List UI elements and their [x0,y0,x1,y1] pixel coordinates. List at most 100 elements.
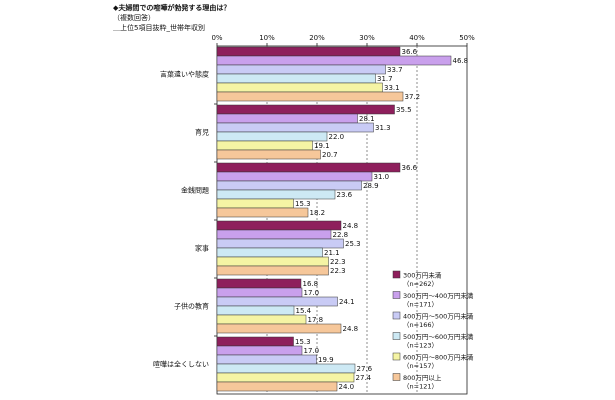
data-label: 24.8 [343,222,359,230]
data-label: 22.3 [330,258,346,266]
data-label: 22.3 [330,267,346,275]
legend-label: 300万円～400万円未満 [403,291,474,300]
bar [216,162,401,173]
bar [216,131,328,142]
x-tick-label: 50% [459,34,475,42]
bar [216,207,309,218]
x-tick-label: 10% [259,34,275,42]
x-tick-label: 30% [359,34,375,42]
data-labels: 36.6 46.8 33.731.733.1 37.2 35.5 28.131.3 22.0… [295,48,468,391]
legend-n: （n=123） [403,342,438,350]
category-label: 喧嘩は全くしない [153,360,209,369]
data-label: 28.9 [363,182,379,190]
data-label: 28.1 [359,115,375,123]
bar [216,140,313,151]
bar [216,55,452,66]
data-label: 27.4 [356,374,372,382]
chart-title: ◆夫婦間での喧嘩が勃発する理由は？ [113,4,231,12]
legend-swatch [392,311,401,320]
bar [216,171,373,182]
bar [216,229,332,240]
legend-swatch [392,352,401,361]
bar [216,104,395,115]
bar [216,189,336,200]
bar [216,296,338,307]
bar [216,64,386,75]
plot-area [214,45,468,395]
bar [216,113,358,124]
legend-swatch [392,291,401,299]
data-label: 22.8 [333,231,349,239]
data-label: 36.6 [402,48,418,56]
data-label: 24.0 [339,383,355,391]
bar [216,314,307,325]
data-label: 17.8 [308,316,324,324]
legend: 300万円未満（n=262） 300万円～400万円未満（n=171） 400万円～… [392,270,474,391]
legend-n: （n=262） [403,280,438,288]
bar [216,345,303,356]
bar [216,287,303,298]
legend-n: （n=166） [403,321,438,329]
data-label: 27.6 [357,365,373,373]
data-label: 17.0 [304,347,320,355]
data-label: 15.3 [295,338,311,346]
x-tick-label: 40% [409,34,425,42]
bar [216,372,355,383]
bar [216,122,374,133]
data-label: 15.4 [296,307,312,315]
bar [216,381,338,392]
data-label: 23.6 [337,191,353,199]
data-label: 31.0 [374,173,390,181]
bar [216,73,376,84]
legend-label: 500万円～600万円未満 [403,332,474,341]
legend-swatch [392,332,401,340]
data-label: 31.3 [375,124,391,132]
bar [216,149,321,160]
data-label: 25.3 [345,240,361,248]
data-label: 33.1 [384,84,400,92]
legend-n: （n=121） [403,383,438,391]
bar [216,265,329,276]
chart-note: ＿上位5項目抜粋_世帯年収別 [113,24,205,32]
bar [216,336,294,347]
data-label: 37.2 [405,93,421,101]
bar [216,278,302,289]
bar [216,198,294,209]
bar [216,238,344,249]
data-label: 24.1 [339,298,355,306]
bar [216,180,362,191]
data-label: 17.0 [304,289,320,297]
legend-n: （n=157） [403,362,438,370]
data-label: 31.7 [377,75,393,83]
bars [216,46,452,392]
bar [216,91,404,102]
data-label: 46.8 [453,57,469,65]
data-label: 35.5 [396,106,412,114]
bar [216,46,401,57]
legend-swatch [392,373,401,381]
data-label: 15.3 [295,200,311,208]
bar [216,323,342,334]
data-label: 16.8 [303,280,319,288]
legend-label: 400万円～500万円未満 [403,312,474,321]
data-label: 24.8 [343,325,359,333]
legend-n: （n=171） [403,301,438,309]
bar [216,220,342,231]
data-label: 33.7 [387,66,403,74]
bar [216,363,356,374]
x-tick-label: 0% [211,34,222,42]
data-label: 21.1 [324,249,340,257]
category-label: 家事 [195,244,209,253]
bar [216,305,295,316]
legend-label: 800万円以上 [403,373,442,382]
data-label: 22.0 [329,133,345,141]
legend-label: 300万円未満 [403,271,442,280]
legend-label: 600万円～800万円未満 [403,353,474,362]
category-label: 金銭問題 [181,186,209,195]
bar [216,256,329,267]
bar [216,82,383,93]
legend-swatch [392,270,401,279]
category-label: 育児 [195,128,209,137]
